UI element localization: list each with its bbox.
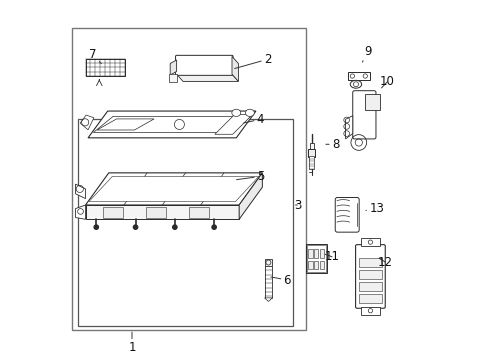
Bar	[264, 259, 272, 266]
Polygon shape	[345, 116, 352, 139]
Text: 10: 10	[379, 75, 394, 88]
Bar	[306, 246, 325, 272]
Polygon shape	[88, 111, 255, 138]
Bar	[358, 282, 381, 291]
Bar	[189, 207, 208, 217]
Circle shape	[133, 225, 138, 229]
Bar	[313, 249, 318, 258]
Bar	[72, 28, 305, 330]
Ellipse shape	[245, 109, 254, 116]
Bar	[308, 156, 313, 169]
Polygon shape	[75, 184, 85, 199]
Bar	[308, 261, 312, 269]
Text: 12: 12	[377, 256, 392, 269]
Bar	[360, 238, 380, 246]
FancyBboxPatch shape	[175, 55, 233, 75]
FancyBboxPatch shape	[352, 91, 375, 139]
Circle shape	[212, 225, 216, 229]
FancyBboxPatch shape	[335, 198, 358, 232]
Bar	[308, 249, 312, 258]
Bar	[305, 244, 326, 273]
Bar	[360, 307, 380, 315]
Text: 6: 6	[270, 274, 290, 287]
Polygon shape	[97, 119, 154, 130]
Polygon shape	[231, 57, 238, 81]
Text: 8: 8	[325, 138, 339, 151]
Text: 1: 1	[128, 332, 136, 354]
Polygon shape	[170, 60, 176, 75]
Bar	[146, 207, 165, 217]
FancyBboxPatch shape	[355, 245, 385, 308]
Bar	[313, 261, 318, 269]
Bar	[358, 270, 381, 279]
Bar	[319, 249, 324, 258]
Polygon shape	[85, 205, 239, 219]
Polygon shape	[176, 74, 238, 81]
Bar	[358, 258, 381, 267]
Bar	[85, 59, 124, 76]
Polygon shape	[93, 116, 250, 132]
Text: 9: 9	[362, 45, 371, 62]
Polygon shape	[85, 173, 262, 205]
Bar	[103, 207, 123, 217]
Bar	[319, 261, 324, 269]
Bar	[365, 94, 379, 111]
Text: 3: 3	[293, 198, 301, 212]
Bar	[78, 119, 292, 327]
Text: 5: 5	[236, 170, 264, 183]
Bar	[347, 72, 369, 80]
Polygon shape	[264, 298, 272, 301]
Polygon shape	[75, 205, 85, 219]
Text: 2: 2	[234, 53, 271, 68]
Text: 11: 11	[324, 250, 339, 263]
Bar	[309, 143, 313, 150]
Text: 13: 13	[365, 202, 384, 215]
Polygon shape	[214, 114, 252, 134]
Circle shape	[94, 225, 98, 229]
Ellipse shape	[231, 109, 240, 116]
Text: 7: 7	[89, 49, 101, 64]
Bar	[358, 294, 381, 303]
Text: 4: 4	[243, 113, 264, 126]
Bar	[168, 74, 176, 82]
Polygon shape	[89, 176, 258, 202]
Circle shape	[172, 225, 177, 229]
Polygon shape	[80, 115, 94, 130]
Ellipse shape	[349, 80, 361, 88]
Polygon shape	[239, 173, 262, 219]
Bar	[308, 149, 314, 157]
